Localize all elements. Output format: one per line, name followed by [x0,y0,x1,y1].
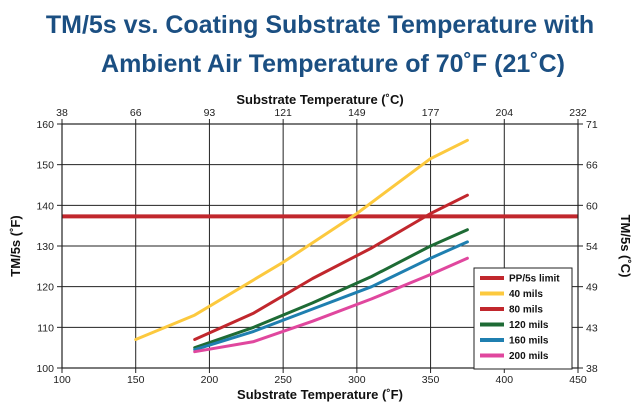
y-tick-label: 140 [36,200,54,212]
x2-tick-label: 177 [422,107,440,119]
series-line-160-mils [193,240,469,352]
y2-tick-label: 38 [586,363,598,375]
chart-title-line-1: TM/5s vs. Coating Substrate Temperature … [46,11,594,39]
grid [57,119,583,373]
y2-tick-label: 60 [586,200,598,212]
chart-title-line-2: Ambient Air Temperature of 70˚F (21˚C) [101,50,565,78]
tick-labels: 100 38 150 66 200 93 250 121 300 149 350 177 400 204 4… [36,107,597,386]
x-tick-label: 450 [569,374,587,386]
x2-tick-label: 121 [274,107,292,119]
y2-axis-title: TM/5s (˚C) [618,215,633,278]
legend-label-200-mils: 200 mils [509,351,549,362]
y-tick-label: 110 [37,322,54,334]
legend-box [473,267,573,370]
legend-label-40-mils: 40 mils [509,289,543,300]
x-tick-label: 100 [53,374,71,386]
y2-tick-label: 66 [586,160,598,172]
x2-tick-label: 232 [569,107,587,119]
legend: PP/5s limit 40 mils 80 mils 120 mils 160 mil… [473,267,573,370]
y-tick-label: 130 [36,241,54,253]
x2-axis-title: Substrate Temperature (˚C) [236,92,403,107]
x-tick-label: 350 [422,374,440,386]
y-tick-label: 100 [36,363,54,375]
legend-label-pp-5s-limit: PP/5s limit [509,274,560,285]
x-tick-label: 200 [201,374,219,386]
x2-tick-label: 38 [56,107,68,119]
y2-tick-label: 49 [586,282,598,294]
series-line-120-mils [193,228,469,350]
legend-label-120-mils: 120 mils [509,320,549,331]
y-tick-label: 160 [36,119,54,131]
x-tick-label: 250 [274,374,292,386]
y-tick-label: 120 [36,282,54,294]
series-line-40-mils [134,138,469,341]
y-axis-title: TM/5s (˚F) [8,215,23,276]
legend-label-80-mils: 80 mils [509,305,543,316]
y-tick-label: 150 [36,160,54,172]
x-tick-label: 400 [496,374,514,386]
series-lines [62,138,578,354]
plot-area-border [61,123,579,369]
legend-label-160-mils: 160 mils [509,336,549,347]
x-axis-title: Substrate Temperature (˚F) [237,387,403,402]
x2-tick-label: 66 [130,107,142,119]
y2-tick-label: 71 [586,119,598,131]
x-tick-label: 150 [127,374,145,386]
series-line-80-mils [193,193,469,341]
plot-frame [61,123,579,369]
series-line-200-mils [193,256,469,354]
x-tick-label: 300 [348,374,366,386]
x2-tick-label: 149 [348,107,366,119]
y2-tick-label: 54 [586,241,598,253]
x2-tick-label: 93 [204,107,216,119]
x2-tick-label: 204 [496,107,514,119]
y2-tick-label: 43 [586,322,598,334]
